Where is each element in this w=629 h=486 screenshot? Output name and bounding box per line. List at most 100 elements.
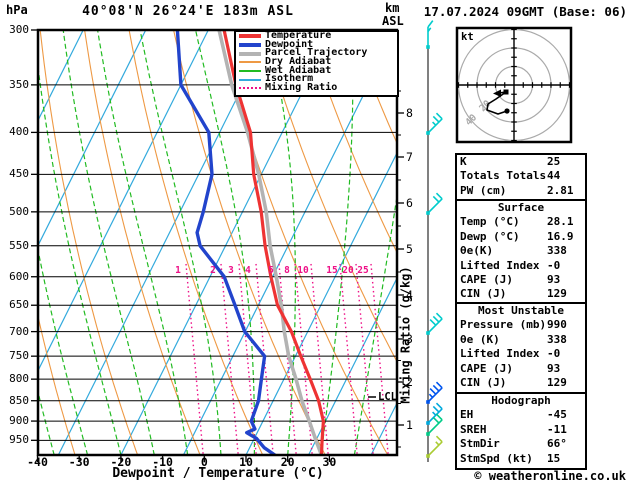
wind-barb-feather	[432, 405, 440, 413]
temperature-tick-label: 0	[200, 455, 208, 469]
index-value: 338	[547, 332, 567, 346]
lcl-marker-label: LCL	[378, 391, 397, 403]
pressure-tick-label: 600	[9, 269, 29, 283]
wind-barb-feather	[435, 112, 443, 120]
isotherm-line	[38, 30, 209, 372]
wind-barb-staff	[427, 408, 443, 424]
index-label: Pressure (mb)	[460, 318, 547, 332]
index-label: PW (cm)	[460, 183, 507, 197]
mixing-ratio-line	[278, 263, 297, 455]
mixing-ratio-value-label: 25	[357, 265, 369, 276]
wind-barb-feather	[432, 195, 440, 203]
temperature-tick-label: 10	[239, 455, 253, 469]
index-label: Totals Totals	[460, 169, 547, 183]
wind-barb-staff	[427, 318, 443, 334]
legend-label: Dry Adiabat	[265, 56, 332, 68]
index-value: 2.81	[547, 183, 574, 197]
dry-adiabat-line	[306, 30, 397, 254]
mixing-ratio-line	[370, 263, 389, 455]
legend-item: Wet Adiabat	[236, 65, 397, 76]
mixing-ratio-value-label: 2	[210, 265, 216, 276]
legend-label: Dewpoint	[265, 38, 314, 50]
wet-adiabat-line	[268, 30, 296, 455]
table-row: SREH -11	[457, 423, 585, 437]
index-label: Temp (°C)	[460, 215, 520, 229]
pressure-tick-label: 800	[9, 372, 29, 386]
hodograph-end-marker	[504, 108, 510, 114]
wet-adiabat-line	[320, 30, 354, 455]
km-tick-label: 4	[406, 288, 413, 302]
legend-label: Isotherm	[265, 73, 314, 85]
km-tick-label: 3	[406, 332, 413, 346]
table-row: CAPE (J) 93	[457, 362, 585, 376]
dry-adiabat-line	[38, 313, 76, 455]
legend-item: Dry Adiabat	[236, 56, 397, 68]
wet-adiabat-line	[62, 30, 155, 455]
mixing-ratio-value-label: 5	[268, 265, 274, 276]
dry-adiabat-line	[261, 30, 397, 363]
table-row: θe (K) 338	[457, 333, 585, 347]
pressure-tick-label: 300	[9, 23, 29, 36]
mixing-ratio-value-label: 4	[245, 265, 251, 276]
wind-barb-half-feather	[435, 441, 440, 446]
km-tick-label: 7	[406, 150, 413, 164]
legend-item: Isotherm	[236, 73, 397, 85]
wind-barb	[426, 112, 443, 135]
table-row: Lifted Index -0	[457, 347, 585, 361]
wind-barb-feather	[435, 312, 443, 320]
wind-barb-feather	[435, 192, 443, 200]
dry-adiabat-line	[173, 30, 326, 455]
table-row: CAPE (J) 93	[457, 273, 585, 287]
index-label: Lifted Index	[460, 347, 540, 361]
index-label: K	[460, 155, 467, 168]
panel-header: Hodograph	[491, 394, 551, 407]
legend-swatch-thick	[239, 34, 261, 39]
index-value: -11	[547, 422, 567, 436]
isotherm-line	[308, 276, 397, 455]
plot-border	[36, 28, 399, 457]
hodograph-panel: Hodograph EH -45 SREH -11 StmDir 66° StmSpd…	[455, 392, 587, 470]
mixing-ratio-value-label: 20	[342, 265, 354, 276]
isotherm-line	[182, 30, 397, 455]
index-value: 16.9	[547, 229, 574, 243]
pressure-tick-label: 550	[9, 238, 29, 252]
wind-barb-feather	[427, 20, 434, 28]
table-row: CIN (J) 129	[457, 376, 585, 390]
wind-barb-staff	[427, 441, 443, 457]
pressure-tick-label: 700	[9, 324, 29, 338]
index-label: CIN (J)	[460, 375, 507, 389]
wind-barb-feather	[435, 402, 443, 410]
table-row: Pressure (mb) 990	[457, 318, 585, 332]
most-unstable-panel: Most Unstable Pressure (mb) 990 θe (K) 338…	[455, 302, 587, 394]
alt-axis-unit-km: km	[385, 1, 400, 15]
wind-barb-staff	[427, 419, 443, 435]
index-value: 93	[547, 272, 561, 286]
table-row: θe(K) 338	[457, 244, 585, 258]
pressure-tick-label: 750	[9, 349, 29, 363]
wind-barb	[426, 413, 443, 436]
wind-barb-staff	[427, 387, 443, 403]
pressure-tick-label: 500	[9, 204, 29, 218]
wind-barb-feather	[435, 413, 443, 421]
table-row: StmDir 66°	[457, 437, 585, 451]
pressure-tick-label: 350	[9, 77, 29, 91]
dry-adiabat-line	[39, 30, 139, 455]
mixing-ratio-value-label: 1	[175, 265, 181, 276]
mixing-ratio-line	[220, 263, 239, 455]
isotherm-line	[120, 30, 334, 455]
index-value: 990	[547, 318, 567, 332]
wind-barb-feather	[432, 384, 440, 392]
legend-label: Parcel Trajectory	[265, 47, 368, 59]
wind-barb-half-feather	[428, 393, 434, 398]
mixing-ratio-value-label: 15	[326, 265, 338, 276]
mixing-ratio-value-label: 8	[284, 265, 290, 276]
index-value: 93	[547, 361, 561, 375]
wind-barb-feather	[429, 319, 437, 326]
temperature-tick-label: -30	[68, 455, 90, 469]
panel-header: Surface	[497, 201, 545, 214]
index-label: CAPE (J)	[460, 272, 513, 286]
temperature-tick-label: 30	[322, 455, 337, 469]
wind-barb	[426, 312, 443, 335]
